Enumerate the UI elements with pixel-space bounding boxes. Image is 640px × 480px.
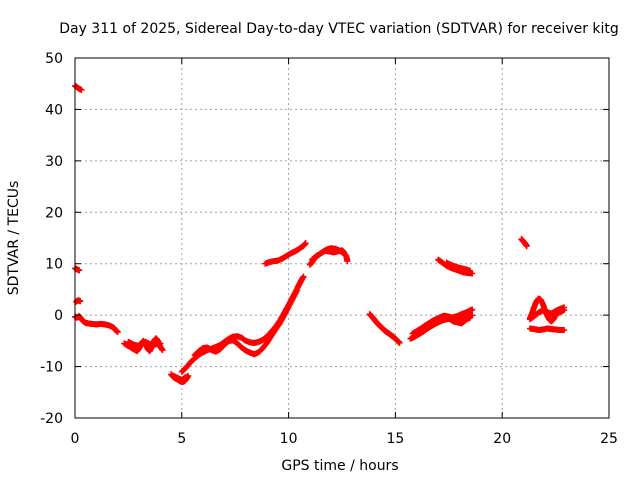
data-point: [183, 373, 190, 380]
y-tick-label: 20: [45, 205, 63, 221]
data-point: [77, 298, 84, 305]
y-tick-label: 10: [45, 257, 63, 273]
series-sat-o2: [443, 259, 474, 274]
series-sat-l: [407, 306, 476, 342]
y-tick-label: 0: [54, 308, 63, 324]
data-point: [561, 327, 568, 334]
series-sat-p: [518, 236, 530, 250]
y-ticks: -20 -10 0 10 20 30 40 50: [40, 51, 609, 427]
x-tick-label: 20: [493, 431, 511, 447]
data-point: [523, 243, 530, 250]
data-point: [114, 329, 121, 336]
y-tick-label: 30: [45, 154, 63, 170]
y-tick-label: -10: [40, 360, 63, 376]
series-sat-g: [178, 273, 307, 375]
data-point: [469, 306, 476, 313]
x-tick-label: 25: [600, 431, 618, 447]
data-point: [344, 258, 351, 265]
series-sat-i: [262, 240, 309, 267]
x-tick-label: 0: [71, 431, 80, 447]
series-sat-h: [191, 287, 301, 359]
data-point: [341, 249, 348, 256]
x-axis-label: GPS time / hours: [281, 458, 398, 474]
y-tick-label: -20: [40, 411, 63, 427]
series-sat-s: [526, 304, 568, 323]
data-point: [294, 287, 301, 294]
series-sat-c: [73, 297, 84, 305]
x-tick-label: 10: [280, 431, 298, 447]
series-sat-n: [420, 312, 474, 331]
x-tick-label: 5: [177, 431, 186, 447]
y-axis-label: SDTVAR / TECUs: [6, 181, 22, 296]
data-point: [159, 347, 166, 354]
plot-frame: [74, 57, 610, 419]
series-sat-b: [72, 265, 83, 274]
chart-title: Day 311 of 2025, Sidereal Day-to-day VTE…: [59, 21, 619, 37]
data-point: [300, 273, 307, 280]
y-tick-label: 50: [45, 51, 63, 67]
data-point: [467, 314, 474, 321]
series-sat-k: [366, 311, 403, 346]
data-point: [302, 240, 309, 247]
data-point: [561, 304, 568, 311]
series-sat-r: [526, 325, 568, 334]
data-points: [72, 82, 568, 385]
x-tick-label: 15: [386, 431, 404, 447]
data-point: [396, 339, 403, 346]
grid-lines: [75, 58, 609, 418]
series-sat-d: [72, 313, 121, 336]
series-sat-a: [72, 82, 85, 93]
data-point: [78, 86, 85, 93]
data-point: [76, 267, 83, 274]
y-tick-label: 40: [45, 102, 63, 118]
series-sat-e2: [125, 338, 164, 349]
data-point: [467, 267, 474, 274]
series-sat-f2: [170, 372, 190, 383]
x-ticks: 0 5 10 15 20 25: [71, 58, 618, 447]
series-sat-j2: [309, 247, 348, 263]
data-point: [157, 340, 164, 347]
